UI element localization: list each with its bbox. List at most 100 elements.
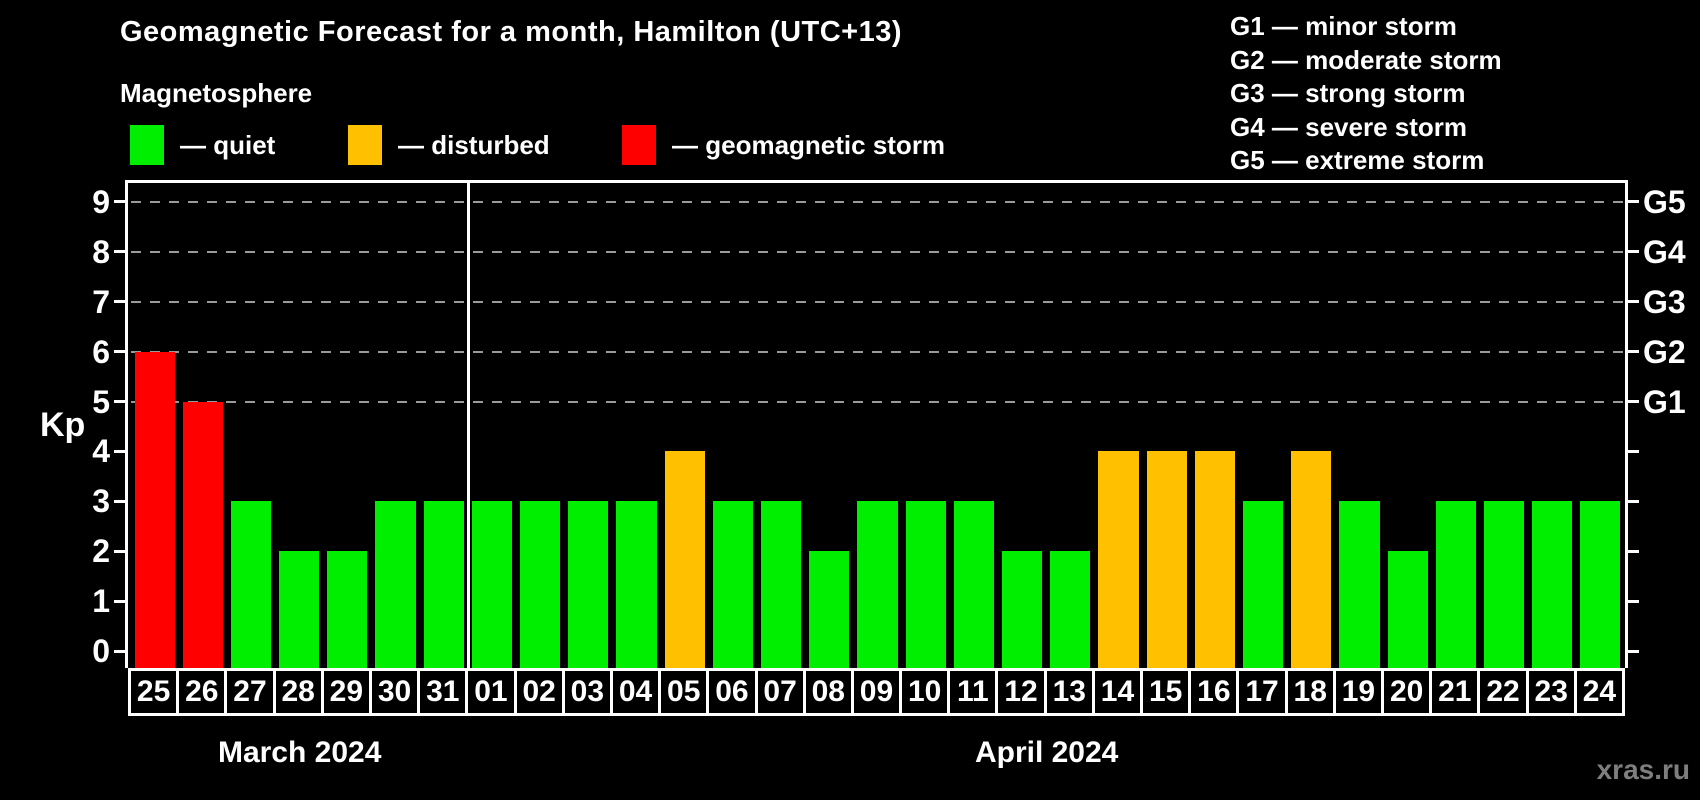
kp-bar-28: [279, 551, 320, 668]
kp-bar-23: [1532, 501, 1573, 668]
date-cell-11: 11: [947, 668, 999, 716]
y-tick-label-5: 5: [92, 383, 110, 420]
date-cell-14: 14: [1091, 668, 1144, 716]
y-tick-2: [114, 549, 128, 553]
y-tick-7: [114, 300, 128, 304]
kp-bar-21: [1435, 501, 1476, 668]
kp-bar-03: [568, 501, 609, 668]
y-tick-6: [114, 350, 128, 354]
kp-bar-19: [1339, 501, 1380, 668]
y-tick-8: [114, 250, 128, 254]
right-tick-5: [1625, 400, 1639, 403]
y-tick-label-3: 3: [92, 483, 110, 520]
gridline-kp5: [131, 400, 1625, 403]
chart-subtitle: Magnetosphere: [120, 78, 313, 108]
kp-bar-13: [1050, 551, 1091, 668]
date-cell-30: 30: [368, 668, 421, 716]
gridline-kp7: [131, 300, 1625, 303]
date-cell-08: 08: [802, 668, 854, 716]
g3-legend-line: G3 — strong storm: [1230, 78, 1466, 108]
kp-bar-17: [1242, 501, 1284, 668]
g2-legend-line: G2 — moderate storm: [1230, 44, 1502, 75]
kp-bar-15: [1146, 451, 1187, 668]
y-tick-5: [114, 400, 128, 403]
y-tick-3: [114, 499, 128, 503]
kp-bar-11: [953, 501, 994, 668]
date-cell-06: 06: [706, 668, 758, 716]
y-tick-label-1: 1: [92, 583, 110, 620]
y-tick-label-8: 8: [92, 233, 110, 270]
kp-bar-22: [1483, 501, 1525, 668]
date-cell-19: 19: [1332, 668, 1385, 716]
right-tick-3: [1625, 499, 1639, 503]
page-title: Geomagnetic Forecast for a month, Hamilt…: [120, 16, 903, 48]
y-tick-1: [114, 599, 128, 603]
y-tick-label-0: 0: [92, 633, 110, 669]
month-label-march: March 2024: [217, 736, 382, 769]
kp-bar-31: [423, 501, 464, 668]
kp-bar-25: [134, 351, 175, 668]
date-cell-21: 21: [1429, 668, 1481, 716]
date-cell-18: 18: [1284, 668, 1336, 716]
right-tick-9: [1625, 200, 1639, 204]
kp-bar-02: [520, 501, 561, 668]
date-cell-10: 10: [899, 668, 951, 716]
legend-label-storm: — geomagnetic storm: [672, 129, 946, 160]
plot-frame: [125, 180, 1628, 668]
kp-bar-20: [1387, 551, 1428, 668]
kp-bar-16: [1194, 451, 1235, 668]
date-cell-31: 31: [417, 668, 469, 716]
kp-bar-18: [1291, 451, 1332, 668]
site-watermark: xras.ru: [1596, 754, 1690, 785]
date-cell-27: 27: [224, 668, 276, 716]
legend-item-quiet: — quiet: [130, 124, 275, 166]
g1-legend-line: G1 — minor storm: [1230, 11, 1457, 41]
date-cell-03: 03: [561, 668, 613, 716]
legend-item-disturbed: — disturbed: [348, 124, 550, 166]
date-cell-22: 22: [1477, 668, 1529, 716]
kp-bar-24: [1580, 501, 1621, 668]
y-tick-label-4: 4: [92, 433, 110, 470]
date-cell-20: 20: [1381, 668, 1433, 716]
y-tick-label-7: 7: [92, 283, 110, 320]
gridline-kp9: [131, 200, 1625, 203]
right-tick-2: [1625, 549, 1639, 553]
y-tick-label-6: 6: [92, 333, 110, 370]
y-tick-label-9: 9: [92, 183, 110, 220]
kp-bar-30: [375, 501, 416, 668]
right-tick-0: [1625, 649, 1639, 653]
gridline-kp6: [131, 350, 1625, 353]
g-scale-legend: G1 — minor storm G2 — moderate storm G3 …: [1230, 10, 1502, 178]
kp-bar-01: [471, 501, 513, 668]
date-cell-01: 01: [465, 668, 517, 716]
right-tick-1: [1625, 599, 1639, 603]
kp-bar-05: [664, 451, 705, 668]
kp-bar-26: [182, 401, 223, 668]
date-cell-29: 29: [320, 668, 372, 716]
kp-bar-07: [761, 501, 802, 668]
y-tick-label-2: 2: [92, 533, 110, 570]
right-tick-4: [1625, 449, 1639, 453]
date-cell-12: 12: [995, 668, 1047, 716]
kp-bar-14: [1098, 451, 1139, 668]
kp-bar-10: [905, 501, 946, 668]
y-axis-title: Kp: [40, 406, 86, 444]
kp-bar-12: [1001, 551, 1043, 668]
disturbed-swatch-icon: [348, 125, 382, 165]
date-cell-26: 26: [176, 668, 228, 716]
kp-bar-06: [712, 501, 753, 668]
kp-bar-09: [857, 501, 898, 668]
y-tick-4: [114, 449, 128, 453]
legend-item-storm: — geomagnetic storm: [622, 124, 945, 166]
date-cell-16: 16: [1188, 668, 1240, 716]
date-cell-25: 25: [128, 668, 180, 716]
date-cell-15: 15: [1140, 668, 1192, 716]
date-cell-13: 13: [1043, 668, 1095, 716]
g4-legend-line: G4 — severe storm: [1230, 111, 1468, 142]
date-cell-23: 23: [1525, 668, 1577, 716]
month-divider: [466, 183, 470, 668]
g5-legend-line: G5 — extreme storm: [1230, 145, 1485, 175]
right-tick-8: [1625, 250, 1639, 254]
right-tick-7: [1625, 300, 1639, 304]
